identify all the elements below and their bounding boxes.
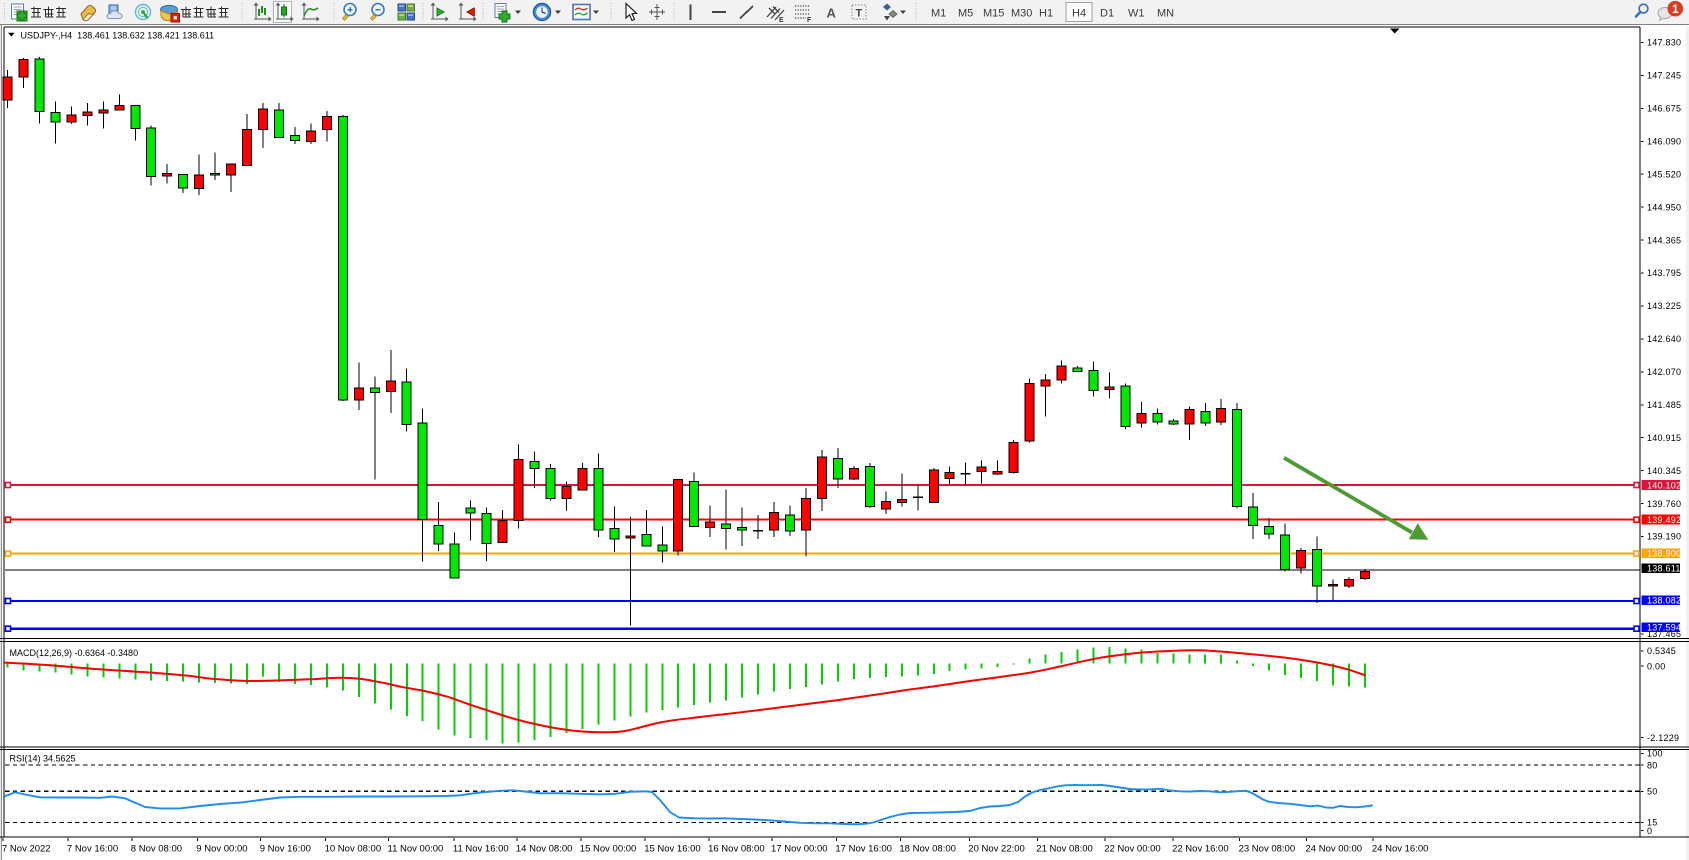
svg-text:18 Nov 08:00: 18 Nov 08:00	[899, 844, 956, 855]
svg-text:142.640: 142.640	[1647, 334, 1681, 344]
svg-text:MN: MN	[1157, 8, 1174, 20]
svg-text:137.594: 137.594	[1647, 623, 1681, 633]
svg-text:144.950: 144.950	[1647, 202, 1681, 212]
svg-text:23 Nov 08:00: 23 Nov 08:00	[1239, 844, 1296, 855]
svg-text:20 Nov 22:00: 20 Nov 22:00	[968, 844, 1025, 855]
svg-text:139.492: 139.492	[1647, 515, 1681, 525]
svg-text:14 Nov 08:00: 14 Nov 08:00	[516, 844, 573, 855]
svg-text:143.795: 143.795	[1647, 268, 1681, 278]
svg-text:80: 80	[1647, 760, 1658, 770]
svg-text:140.915: 140.915	[1647, 433, 1681, 443]
svg-text:100: 100	[1647, 749, 1663, 759]
svg-text:139.760: 139.760	[1647, 499, 1681, 509]
svg-text:138.611: 138.611	[1647, 564, 1681, 574]
svg-text:24 Nov 16:00: 24 Nov 16:00	[1372, 844, 1429, 855]
svg-text:1: 1	[1672, 2, 1679, 16]
svg-text:W1: W1	[1128, 8, 1145, 20]
svg-text:USDJPY-,H4 138.461 138.632 13: USDJPY-,H4 138.461 138.632 138.421 138.6…	[21, 31, 215, 41]
svg-text:141.485: 141.485	[1647, 400, 1681, 410]
svg-text:147.830: 147.830	[1647, 38, 1681, 48]
svg-text:15 Nov 16:00: 15 Nov 16:00	[644, 844, 701, 855]
svg-text:50: 50	[1647, 787, 1658, 797]
svg-text:RSI(14) 34.5625: RSI(14) 34.5625	[10, 754, 76, 764]
svg-text:22 Nov 16:00: 22 Nov 16:00	[1172, 844, 1229, 855]
svg-text:A: A	[827, 6, 837, 21]
svg-text:144.365: 144.365	[1647, 235, 1681, 245]
svg-text:D1: D1	[1100, 8, 1114, 20]
svg-text:M5: M5	[958, 8, 973, 20]
svg-text:0: 0	[1647, 826, 1652, 836]
svg-text:147.245: 147.245	[1647, 71, 1681, 81]
svg-text:H4: H4	[1072, 8, 1086, 20]
svg-text:143.225: 143.225	[1647, 301, 1681, 311]
svg-text:11 Nov 00:00: 11 Nov 00:00	[388, 844, 444, 855]
svg-text:M1: M1	[931, 8, 946, 20]
svg-text:17 Nov 00:00: 17 Nov 00:00	[771, 844, 828, 855]
svg-text:138.900: 138.900	[1647, 549, 1681, 559]
svg-text:F: F	[807, 17, 812, 24]
svg-text:T: T	[856, 8, 863, 20]
svg-text:0.00: 0.00	[1647, 661, 1666, 671]
svg-text:-2.1229: -2.1229	[1647, 733, 1679, 743]
svg-text:0.5345: 0.5345	[1647, 646, 1676, 656]
svg-text:9 Nov 00:00: 9 Nov 00:00	[196, 844, 247, 855]
svg-text:138.082: 138.082	[1647, 596, 1681, 606]
svg-text:139.190: 139.190	[1647, 532, 1681, 542]
svg-text:11 Nov 16:00: 11 Nov 16:00	[453, 844, 509, 855]
svg-text:H1: H1	[1039, 8, 1053, 20]
svg-text:142.070: 142.070	[1647, 367, 1681, 377]
svg-text:146.090: 146.090	[1647, 137, 1681, 147]
svg-text:MACD(12,26,9) -0.6364 -0.3480: MACD(12,26,9) -0.6364 -0.3480	[10, 648, 139, 658]
svg-text:140.102: 140.102	[1647, 480, 1681, 490]
svg-text:8 Nov 08:00: 8 Nov 08:00	[131, 844, 182, 855]
svg-text:10 Nov 08:00: 10 Nov 08:00	[325, 844, 382, 855]
svg-text:E: E	[779, 17, 784, 24]
svg-text:17 Nov 16:00: 17 Nov 16:00	[835, 844, 892, 855]
svg-text:7 Nov 2022: 7 Nov 2022	[2, 844, 51, 855]
svg-text:15: 15	[1647, 818, 1658, 828]
svg-text:16 Nov 08:00: 16 Nov 08:00	[708, 844, 765, 855]
svg-text:22 Nov 00:00: 22 Nov 00:00	[1104, 844, 1161, 855]
svg-text:146.675: 146.675	[1647, 104, 1681, 114]
svg-text:15 Nov 00:00: 15 Nov 00:00	[580, 844, 637, 855]
svg-text:24 Nov 00:00: 24 Nov 00:00	[1306, 844, 1363, 855]
svg-text:21 Nov 08:00: 21 Nov 08:00	[1036, 844, 1093, 855]
svg-text:137.465: 137.465	[1647, 629, 1681, 639]
svg-text:145.520: 145.520	[1647, 169, 1681, 179]
svg-text:140.345: 140.345	[1647, 466, 1681, 476]
svg-text:7 Nov 16:00: 7 Nov 16:00	[67, 844, 118, 855]
svg-text:9 Nov 16:00: 9 Nov 16:00	[260, 844, 311, 855]
svg-text:M30: M30	[1011, 8, 1032, 20]
svg-text:M15: M15	[983, 8, 1004, 20]
